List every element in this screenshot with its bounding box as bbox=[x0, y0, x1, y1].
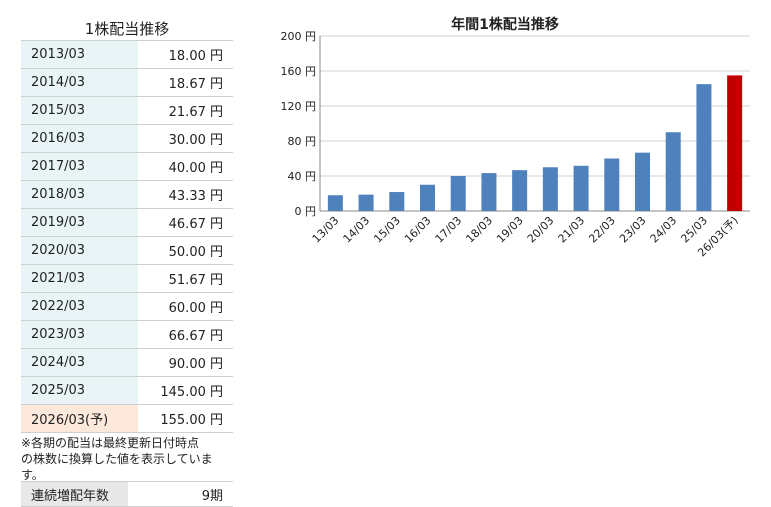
period-cell: 2026/03(予) bbox=[21, 404, 138, 433]
period-cell: 2025/03 bbox=[21, 376, 138, 405]
y-tick-label: 160 円 bbox=[281, 65, 317, 78]
bar bbox=[420, 184, 435, 211]
footnote-line-1: ※各期の配当は最終更新日付時点 bbox=[21, 436, 200, 450]
amount-cell: 18.67 円 bbox=[138, 68, 233, 97]
bar bbox=[727, 75, 743, 211]
amount-cell: 90.00 円 bbox=[138, 348, 233, 377]
x-tick-label: 17/03 bbox=[433, 214, 465, 246]
x-tick-label: 15/03 bbox=[371, 214, 403, 246]
bar bbox=[542, 167, 558, 211]
period-cell: 2024/03 bbox=[21, 348, 138, 377]
y-tick-label: 80 円 bbox=[288, 135, 317, 148]
table-row: 2022/03 60.00 円 bbox=[21, 292, 233, 321]
table-row: 2021/03 51.67 円 bbox=[21, 264, 233, 293]
table-row: 2018/03 43.33 円 bbox=[21, 180, 233, 209]
bar bbox=[358, 194, 374, 211]
table-row: 2020/03 50.00 円 bbox=[21, 236, 233, 265]
streak-table: 連続増配年数 9期 bbox=[21, 481, 233, 507]
bar bbox=[665, 132, 681, 211]
x-tick-label: 16/03 bbox=[402, 214, 434, 246]
dividend-table-panel: 1株配当推移 2013/03 18.00 円 2014/03 18.67 円 2015/… bbox=[21, 18, 233, 483]
amount-cell: 145.00 円 bbox=[138, 376, 233, 405]
y-tick-label: 200 円 bbox=[281, 30, 317, 43]
y-tick-label: 120 円 bbox=[281, 100, 317, 113]
amount-cell: 21.67 円 bbox=[138, 96, 233, 125]
streak-row: 連続増配年数 9期 bbox=[21, 481, 233, 507]
table-row: 2015/03 21.67 円 bbox=[21, 96, 233, 125]
table-row: 2026/03(予) 155.00 円 bbox=[21, 404, 233, 433]
bar bbox=[604, 158, 620, 211]
y-tick-label: 0 円 bbox=[295, 205, 317, 218]
period-cell: 2016/03 bbox=[21, 124, 138, 153]
x-tick-label: 18/03 bbox=[463, 214, 495, 246]
bar bbox=[696, 84, 712, 211]
bar bbox=[389, 192, 405, 211]
period-cell: 2017/03 bbox=[21, 152, 138, 181]
table-row: 2024/03 90.00 円 bbox=[21, 348, 233, 377]
x-tick-label: 24/03 bbox=[648, 214, 680, 246]
amount-cell: 40.00 円 bbox=[138, 152, 233, 181]
dividend-table: 2013/03 18.00 円 2014/03 18.67 円 2015/03 21.67… bbox=[21, 40, 233, 433]
period-cell: 2014/03 bbox=[21, 68, 138, 97]
table-title: 1株配当推移 bbox=[84, 20, 170, 38]
bar bbox=[450, 176, 466, 211]
amount-cell: 46.67 円 bbox=[138, 208, 233, 237]
period-cell: 2022/03 bbox=[21, 292, 138, 321]
amount-cell: 30.00 円 bbox=[138, 124, 233, 153]
period-cell: 2013/03 bbox=[21, 40, 138, 69]
x-tick-label: 22/03 bbox=[586, 214, 618, 246]
amount-cell: 43.33 円 bbox=[138, 180, 233, 209]
amount-cell: 60.00 円 bbox=[138, 292, 233, 321]
y-tick-label: 40 円 bbox=[288, 170, 317, 183]
table-row: 2025/03 145.00 円 bbox=[21, 376, 233, 405]
period-cell: 2019/03 bbox=[21, 208, 138, 237]
streak-label: 連続増配年数 bbox=[21, 481, 128, 507]
chart-title: 年間1株配当推移 bbox=[451, 17, 559, 33]
amount-cell: 155.00 円 bbox=[138, 404, 233, 433]
period-cell: 2023/03 bbox=[21, 320, 138, 349]
amount-cell: 18.00 円 bbox=[138, 40, 233, 69]
table-row: 2014/03 18.67 円 bbox=[21, 68, 233, 97]
table-row: 2013/03 18.00 円 bbox=[21, 40, 233, 69]
period-cell: 2018/03 bbox=[21, 180, 138, 209]
period-cell: 2021/03 bbox=[21, 264, 138, 293]
amount-cell: 66.67 円 bbox=[138, 320, 233, 349]
dividend-bar-chart: 0 円 40 円 80 円 120 円 160 円 200 円 13/03 14/03 15/0… bbox=[281, 30, 750, 259]
amount-cell: 51.67 円 bbox=[138, 264, 233, 293]
bar bbox=[327, 195, 343, 211]
x-tick-label: 23/03 bbox=[617, 214, 649, 246]
x-tick-label: 20/03 bbox=[525, 214, 557, 246]
footnote-line-2: の株数に換算した値を表示しています。 bbox=[21, 452, 213, 482]
table-row: 2023/03 66.67 円 bbox=[21, 320, 233, 349]
footnote: ※各期の配当は最終更新日付時点 の株数に換算した値を表示しています。 bbox=[21, 435, 233, 483]
x-tick-label: 19/03 bbox=[494, 214, 526, 246]
x-tick-label: 13/03 bbox=[310, 214, 342, 246]
bar bbox=[512, 170, 528, 211]
x-tick-label: 14/03 bbox=[341, 214, 373, 246]
bar bbox=[635, 152, 650, 211]
bar bbox=[573, 165, 589, 211]
period-cell: 2020/03 bbox=[21, 236, 138, 265]
bar bbox=[481, 173, 497, 211]
amount-cell: 50.00 円 bbox=[138, 236, 233, 265]
table-row: 2016/03 30.00 円 bbox=[21, 124, 233, 153]
streak-value: 9期 bbox=[128, 481, 233, 507]
x-tick-label: 21/03 bbox=[556, 214, 588, 246]
table-row: 2019/03 46.67 円 bbox=[21, 208, 233, 237]
period-cell: 2015/03 bbox=[21, 96, 138, 125]
table-row: 2017/03 40.00 円 bbox=[21, 152, 233, 181]
